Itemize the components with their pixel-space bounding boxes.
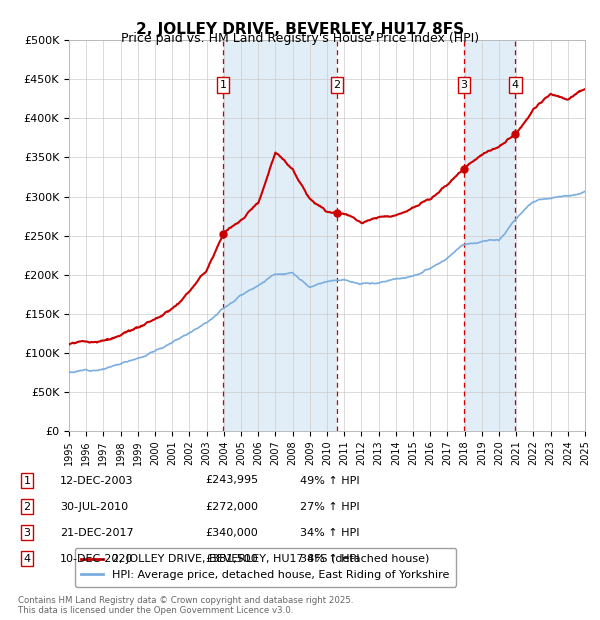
Text: 4: 4 bbox=[512, 80, 519, 91]
Text: 30-JUL-2010: 30-JUL-2010 bbox=[60, 502, 128, 512]
Text: 10-DEC-2020: 10-DEC-2020 bbox=[60, 554, 133, 564]
Text: £381,500: £381,500 bbox=[205, 554, 258, 564]
Text: 2: 2 bbox=[23, 502, 31, 512]
Text: 2, JOLLEY DRIVE, BEVERLEY, HU17 8FS: 2, JOLLEY DRIVE, BEVERLEY, HU17 8FS bbox=[136, 22, 464, 37]
Text: 34% ↑ HPI: 34% ↑ HPI bbox=[300, 528, 359, 538]
Text: 12-DEC-2003: 12-DEC-2003 bbox=[60, 476, 133, 485]
Text: 21-DEC-2017: 21-DEC-2017 bbox=[60, 528, 134, 538]
Text: 1: 1 bbox=[220, 80, 226, 91]
Bar bbox=[223, 40, 337, 431]
Text: £340,000: £340,000 bbox=[205, 528, 258, 538]
Text: 3: 3 bbox=[461, 80, 467, 91]
Legend: 2, JOLLEY DRIVE, BEVERLEY, HU17 8FS (detached house), HPI: Average price, detach: 2, JOLLEY DRIVE, BEVERLEY, HU17 8FS (det… bbox=[74, 548, 457, 587]
Text: 49% ↑ HPI: 49% ↑ HPI bbox=[300, 476, 359, 485]
Bar bbox=[464, 40, 515, 431]
Text: 2: 2 bbox=[334, 80, 341, 91]
Text: 27% ↑ HPI: 27% ↑ HPI bbox=[300, 502, 359, 512]
Text: 34% ↑ HPI: 34% ↑ HPI bbox=[300, 554, 359, 564]
Text: Price paid vs. HM Land Registry's House Price Index (HPI): Price paid vs. HM Land Registry's House … bbox=[121, 32, 479, 45]
Text: £272,000: £272,000 bbox=[205, 502, 258, 512]
Text: 3: 3 bbox=[23, 528, 31, 538]
Text: 1: 1 bbox=[23, 476, 31, 485]
Text: Contains HM Land Registry data © Crown copyright and database right 2025.
This d: Contains HM Land Registry data © Crown c… bbox=[18, 596, 353, 615]
Text: 4: 4 bbox=[23, 554, 31, 564]
Text: £243,995: £243,995 bbox=[205, 476, 258, 485]
